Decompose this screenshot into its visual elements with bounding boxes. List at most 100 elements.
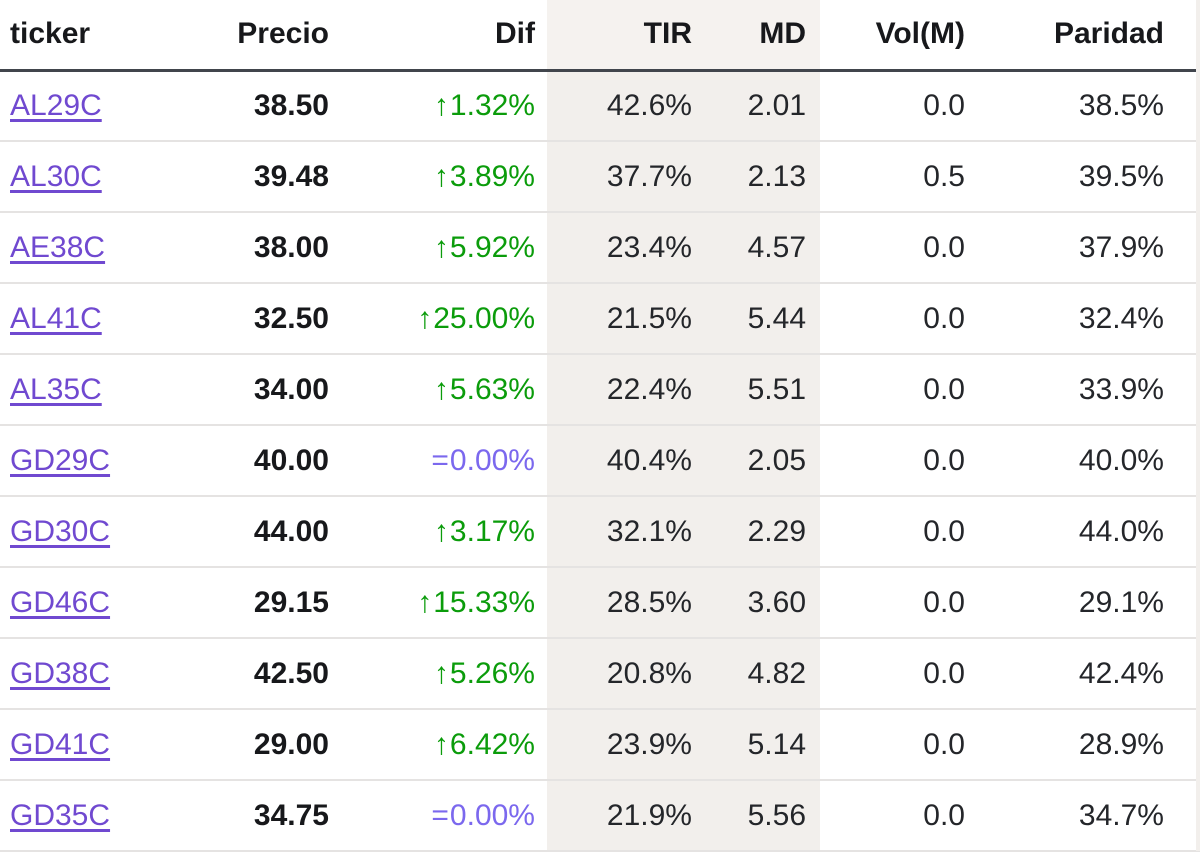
dif-value: 3.89% (449, 159, 535, 193)
vol-cell: 0.0 (820, 425, 975, 497)
vol-cell: 0.0 (820, 709, 975, 781)
ticker-link[interactable]: GD41C (10, 727, 111, 761)
dif-value: 15.33% (433, 585, 535, 619)
ticker-link[interactable]: AL30C (10, 159, 102, 193)
vol-cell: 0.0 (820, 638, 975, 710)
up-arrow-icon: ↑ (433, 514, 449, 548)
equals-icon: = (431, 443, 449, 477)
md-cell: 2.13 (702, 141, 820, 213)
paridad-cell: 40.0% (975, 425, 1200, 497)
vol-cell: 0.0 (820, 496, 975, 568)
dif-cell: ↑6.42% (335, 709, 547, 781)
tir-cell: 21.9% (547, 780, 702, 852)
tir-cell: 28.5% (547, 567, 702, 639)
ticker-cell: AL30C (0, 141, 140, 213)
tir-cell: 20.8% (547, 638, 702, 710)
dif-cell: ↑3.89% (335, 141, 547, 213)
table-row: AL29C 38.50 ↑1.32% 42.6% 2.01 0.0 38.5% (0, 70, 1200, 142)
ticker-link[interactable]: AE38C (10, 230, 106, 264)
up-arrow-icon: ↑ (433, 88, 449, 122)
equals-icon: = (431, 798, 449, 832)
paridad-cell: 42.4% (975, 638, 1200, 710)
ticker-link[interactable]: AL35C (10, 372, 102, 406)
ticker-link[interactable]: GD35C (10, 798, 111, 832)
dif-value: 5.26% (449, 656, 535, 690)
column-header-tir: TIR (547, 0, 702, 72)
tir-cell: 42.6% (547, 70, 702, 142)
up-arrow-icon: ↑ (433, 159, 449, 193)
dif-cell: ↑25.00% (335, 283, 547, 355)
table-row: GD30C 44.00 ↑3.17% 32.1% 2.29 0.0 44.0% (0, 496, 1200, 568)
dif-value: 6.42% (449, 727, 535, 761)
dif-cell: =0.00% (335, 425, 547, 497)
dif-cell: =0.00% (335, 780, 547, 852)
vol-cell: 0.0 (820, 70, 975, 142)
table-row: AE38C 38.00 ↑5.92% 23.4% 4.57 0.0 37.9% (0, 212, 1200, 284)
paridad-cell: 44.0% (975, 496, 1200, 568)
precio-cell: 34.75 (140, 780, 335, 852)
column-header-dif: Dif (335, 0, 547, 72)
column-header-precio: Precio (140, 0, 335, 72)
ticker-link[interactable]: GD38C (10, 656, 111, 690)
table-row: GD35C 34.75 =0.00% 21.9% 5.56 0.0 34.7% (0, 780, 1200, 852)
precio-cell: 32.50 (140, 283, 335, 355)
paridad-cell: 33.9% (975, 354, 1200, 426)
dif-value: 5.63% (449, 372, 535, 406)
precio-cell: 29.00 (140, 709, 335, 781)
dif-value: 5.92% (449, 230, 535, 264)
paridad-cell: 29.1% (975, 567, 1200, 639)
table-row: AL35C 34.00 ↑5.63% 22.4% 5.51 0.0 33.9% (0, 354, 1200, 426)
dif-cell: ↑1.32% (335, 70, 547, 142)
header-row: ticker Precio Dif TIR MD Vol(M) Paridad (0, 0, 1200, 72)
dif-value: 0.00% (449, 798, 535, 832)
precio-cell: 34.00 (140, 354, 335, 426)
precio-cell: 44.00 (140, 496, 335, 568)
up-arrow-icon: ↑ (433, 656, 449, 690)
ticker-link[interactable]: GD30C (10, 514, 111, 548)
ticker-cell: GD41C (0, 709, 140, 781)
ticker-cell: GD38C (0, 638, 140, 710)
dif-value: 25.00% (433, 301, 535, 335)
dif-cell: ↑3.17% (335, 496, 547, 568)
precio-cell: 39.48 (140, 141, 335, 213)
paridad-cell: 32.4% (975, 283, 1200, 355)
precio-cell: 38.00 (140, 212, 335, 284)
dif-value: 3.17% (449, 514, 535, 548)
table-row: AL30C 39.48 ↑3.89% 37.7% 2.13 0.5 39.5% (0, 141, 1200, 213)
md-cell: 5.51 (702, 354, 820, 426)
tir-cell: 32.1% (547, 496, 702, 568)
up-arrow-icon: ↑ (433, 727, 449, 761)
precio-cell: 38.50 (140, 70, 335, 142)
ticker-cell: AL41C (0, 283, 140, 355)
vol-cell: 0.0 (820, 567, 975, 639)
up-arrow-icon: ↑ (433, 230, 449, 264)
column-header-paridad: Paridad (975, 0, 1200, 72)
ticker-link[interactable]: AL29C (10, 88, 102, 122)
vol-cell: 0.0 (820, 283, 975, 355)
ticker-cell: GD30C (0, 496, 140, 568)
ticker-link[interactable]: GD46C (10, 585, 111, 619)
md-cell: 4.82 (702, 638, 820, 710)
paridad-cell: 38.5% (975, 70, 1200, 142)
ticker-link[interactable]: AL41C (10, 301, 102, 335)
dif-cell: ↑5.26% (335, 638, 547, 710)
tir-cell: 23.9% (547, 709, 702, 781)
vol-cell: 0.0 (820, 780, 975, 852)
ticker-cell: AL35C (0, 354, 140, 426)
dif-cell: ↑15.33% (335, 567, 547, 639)
ticker-link[interactable]: GD29C (10, 443, 111, 477)
tir-cell: 37.7% (547, 141, 702, 213)
precio-cell: 42.50 (140, 638, 335, 710)
dif-value: 1.32% (449, 88, 535, 122)
ticker-cell: GD46C (0, 567, 140, 639)
column-header-vol: Vol(M) (820, 0, 975, 72)
ticker-cell: GD29C (0, 425, 140, 497)
vol-cell: 0.0 (820, 212, 975, 284)
column-header-ticker: ticker (0, 0, 140, 72)
ticker-cell: AE38C (0, 212, 140, 284)
up-arrow-icon: ↑ (417, 301, 433, 335)
md-cell: 5.14 (702, 709, 820, 781)
dif-cell: ↑5.63% (335, 354, 547, 426)
md-cell: 2.05 (702, 425, 820, 497)
